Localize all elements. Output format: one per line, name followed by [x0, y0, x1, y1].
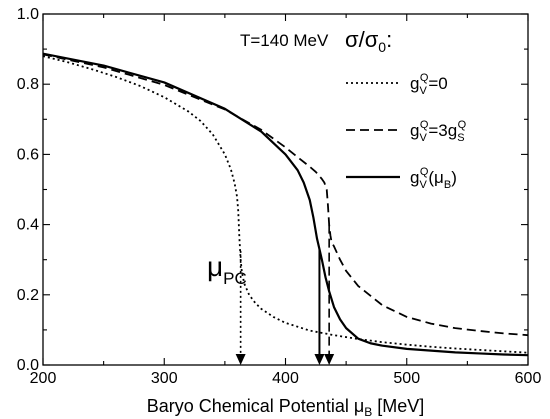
- annotation-layer: T=140 MeV σ/σ0: μPC gVQ=0 gVQ=3gSQ gVQ(μB): [207, 27, 467, 365]
- temperature-annotation: T=140 MeV: [240, 31, 329, 50]
- legend-label-2: gVQ=3gSQ: [410, 119, 467, 144]
- mu-pc-label: μPC: [207, 251, 247, 288]
- x-tick-label: 500: [393, 370, 420, 387]
- arrow-head-1: [235, 354, 246, 365]
- x-tick-label: 400: [272, 370, 299, 387]
- x-tick-label: 300: [151, 370, 178, 387]
- x-tick-label: 200: [30, 370, 57, 387]
- x-tick-label: 600: [515, 370, 542, 387]
- series-line-solid: [43, 52, 528, 357]
- legend-label-3: gVQ(μB): [410, 166, 457, 191]
- y-tick-label: 0.4: [17, 217, 39, 234]
- x-axis-title: Baryo Chemical Potential μB [MeV]: [147, 396, 425, 419]
- legend-label-1: gVQ=0: [410, 72, 448, 97]
- y-tick-label: 0.0: [17, 357, 39, 374]
- arrow-head-3: [324, 354, 335, 365]
- y-tick-label: 1.0: [17, 6, 39, 23]
- y-tick-label: 0.6: [17, 146, 39, 163]
- y-tick-label: 0.2: [17, 287, 39, 304]
- y-tick-label: 0.8: [17, 76, 39, 93]
- axis-layer: 200 300 400 500 600 0.0 0.2 0.4 0.6 0.8 1.0 Baryo C…: [17, 6, 542, 419]
- quantity-annotation: σ/σ0:: [345, 27, 392, 55]
- arrow-head-2: [314, 354, 325, 365]
